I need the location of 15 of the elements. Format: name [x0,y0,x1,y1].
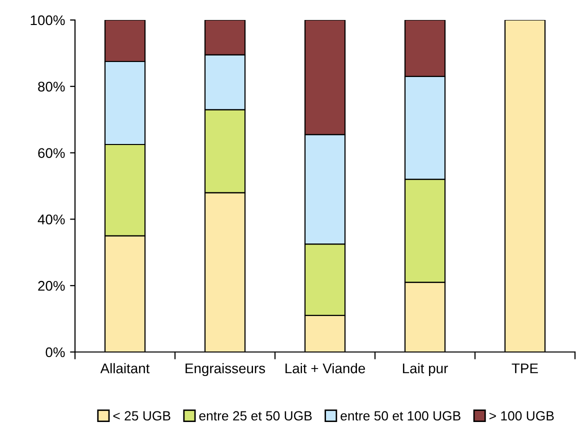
x-tick-label: Lait pur [402,363,448,376]
y-tick-label: 20% [38,280,65,291]
y-tick-label: 100% [30,15,65,26]
y-tick-label: 60% [38,148,65,158]
y-tick-label: 40% [38,214,65,224]
x-tick-label: Engraisseurs [186,363,266,376]
legend-label: < 25 UGB [113,411,170,421]
legend-label: entre 25 et 50 UGB [199,411,312,421]
y-tick-label: 0% [46,347,65,358]
y-tick-label: 80% [38,82,65,92]
x-tick-label: Lait + Viande [286,363,365,374]
legend-label: entre 50 et 100 UGB [340,411,460,421]
x-tick-label: TPE [512,364,538,374]
x-tick-label: Allaitant [100,363,150,374]
legend-label: > 100 UGB [489,411,554,421]
